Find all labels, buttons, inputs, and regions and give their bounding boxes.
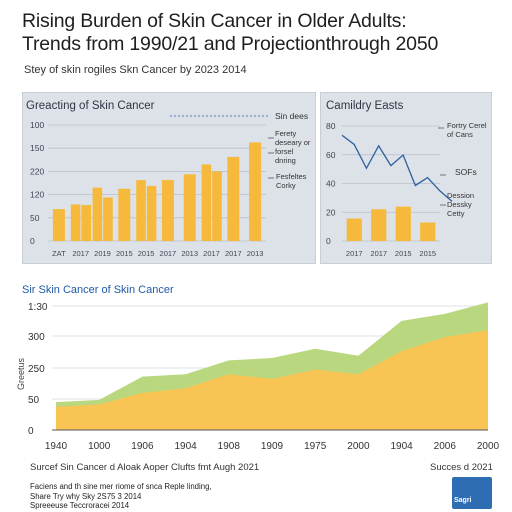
area-series-upper	[56, 302, 488, 430]
title-line-2: Trends from 1990/21 and Projectionthroug…	[22, 33, 439, 55]
y-tick-label: 250	[28, 364, 45, 375]
right-chart-title: Camildry Easts	[326, 100, 404, 112]
x-tick-label: 1000	[88, 441, 111, 452]
x-tick-label: 1904	[174, 441, 197, 452]
footer-line-3: Spreeeuse Teccroracei 2014	[30, 501, 130, 510]
page-subtitle: Stey of skin rogiles Skn Cancer by 2023 …	[24, 64, 247, 76]
page-title: Rising Burden of Skin Cancer in Older Ad…	[22, 10, 502, 56]
left-chart-title: Greacting of Skin Cancer	[26, 100, 155, 112]
y-tick-label: 0	[28, 426, 34, 437]
y-axis-label: Greetus	[16, 357, 26, 390]
x-tick-label: 1904	[390, 441, 413, 452]
x-tick-label: 1906	[131, 441, 154, 452]
x-tick-label: 2000	[347, 441, 370, 452]
publisher-logo-text: Sagri	[454, 497, 472, 504]
footer-notes: Faciens and th sine mer riome of snca Re…	[30, 482, 212, 511]
right-legend-2: SOFs	[455, 167, 477, 177]
left-legend-3: Fesfeltes Corky	[276, 172, 307, 190]
x-tick-label: 1909	[261, 441, 284, 452]
right-chart-panel	[320, 92, 492, 264]
left-legend-2: Ferety deseary or forsel dnring	[275, 129, 311, 165]
source-note-right: Succes d 2021	[430, 462, 493, 473]
x-tick-label: 2006	[434, 441, 457, 452]
x-tick-label: 1908	[218, 441, 241, 452]
right-legend-3: Dession Dessky Cetty	[447, 191, 475, 218]
y-tick-label: 300	[28, 332, 45, 343]
title-line-1: Rising Burden of Skin Cancer in Older Ad…	[22, 10, 407, 32]
x-tick-label: 1940	[45, 441, 68, 452]
x-tick-label: 2000	[477, 441, 500, 452]
publisher-logo	[452, 477, 492, 509]
y-tick-label: 1:30	[28, 302, 48, 313]
bottom-chart-title: Sir Skin Cancer of Skin Cancer	[22, 284, 174, 296]
footer-line-2: Share Try why Sky 2S75 3 2014	[30, 491, 142, 501]
right-legend-1: Fortry Cerel of Cans	[447, 121, 487, 139]
y-tick-label: 50	[28, 395, 40, 406]
left-chart-panel	[22, 92, 316, 264]
footer-line-1: Faciens and th sine mer riome of snca Re…	[30, 482, 212, 491]
source-note-left: Surcef Sin Cancer d Aloak Aoper Clufts f…	[30, 462, 260, 473]
left-legend-1: Sin dees	[275, 111, 309, 121]
x-tick-label: 1975	[304, 441, 327, 452]
area-series-lower	[56, 330, 488, 430]
